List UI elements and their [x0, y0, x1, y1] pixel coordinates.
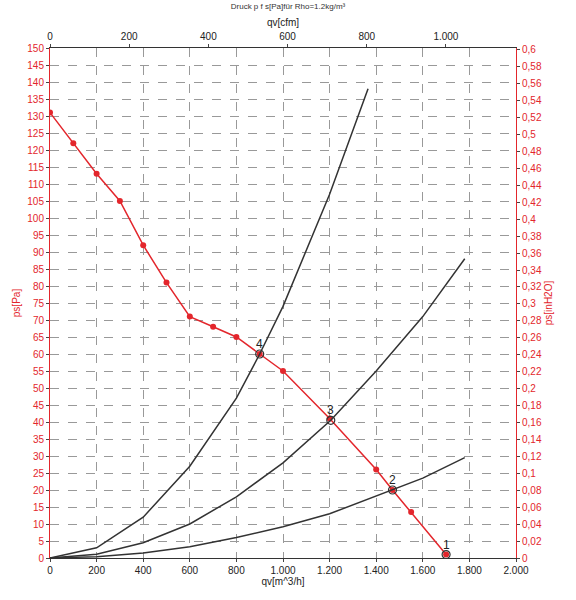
svg-text:1.800: 1.800 — [457, 565, 482, 576]
svg-text:50: 50 — [33, 383, 45, 394]
svg-text:0,16: 0,16 — [522, 417, 542, 428]
svg-text:70: 70 — [33, 315, 45, 326]
svg-text:0,22: 0,22 — [522, 366, 542, 377]
svg-text:40: 40 — [33, 417, 45, 428]
svg-text:0,32: 0,32 — [522, 281, 542, 292]
svg-text:0,2: 0,2 — [522, 383, 536, 394]
svg-text:100: 100 — [27, 213, 44, 224]
svg-text:0,42: 0,42 — [522, 197, 542, 208]
svg-text:Druck p f s[Pa]für Rho=1.2kg/m: Druck p f s[Pa]für Rho=1.2kg/m³ — [231, 2, 346, 11]
svg-text:140: 140 — [27, 77, 44, 88]
svg-text:60: 60 — [33, 349, 45, 360]
svg-text:200: 200 — [88, 565, 105, 576]
svg-text:0,34: 0,34 — [522, 265, 542, 276]
svg-text:75: 75 — [33, 298, 45, 309]
svg-text:0,36: 0,36 — [522, 248, 542, 259]
svg-text:35: 35 — [33, 434, 45, 445]
svg-text:10: 10 — [33, 519, 45, 530]
svg-text:150: 150 — [27, 43, 44, 54]
svg-text:135: 135 — [27, 94, 44, 105]
svg-text:25: 25 — [33, 468, 45, 479]
svg-text:0,3: 0,3 — [522, 298, 536, 309]
svg-text:qv[m^3/h]: qv[m^3/h] — [261, 576, 304, 587]
svg-text:0,1: 0,1 — [522, 468, 536, 479]
svg-text:15: 15 — [33, 502, 45, 513]
svg-text:45: 45 — [33, 400, 45, 411]
svg-text:0: 0 — [47, 31, 53, 42]
svg-text:95: 95 — [33, 230, 45, 241]
svg-text:55: 55 — [33, 366, 45, 377]
svg-text:0,24: 0,24 — [522, 349, 542, 360]
svg-text:0: 0 — [47, 565, 53, 576]
svg-text:0,48: 0,48 — [522, 146, 542, 157]
svg-text:400: 400 — [200, 31, 217, 42]
svg-text:65: 65 — [33, 332, 45, 343]
svg-text:0,08: 0,08 — [522, 485, 542, 496]
svg-text:0,12: 0,12 — [522, 451, 542, 462]
svg-text:0,54: 0,54 — [522, 95, 542, 106]
svg-text:90: 90 — [33, 247, 45, 258]
svg-text:0,52: 0,52 — [522, 112, 542, 123]
svg-text:0,06: 0,06 — [522, 502, 542, 513]
svg-text:0,5: 0,5 — [522, 129, 536, 140]
svg-text:0,44: 0,44 — [522, 180, 542, 191]
svg-text:0,58: 0,58 — [522, 61, 542, 72]
svg-text:80: 80 — [33, 281, 45, 292]
svg-text:4: 4 — [256, 337, 263, 351]
svg-text:800: 800 — [358, 31, 375, 42]
svg-text:20: 20 — [33, 485, 45, 496]
svg-text:0,6: 0,6 — [522, 44, 536, 55]
svg-text:600: 600 — [279, 31, 296, 42]
svg-text:1.200: 1.200 — [317, 565, 342, 576]
svg-text:85: 85 — [33, 264, 45, 275]
svg-text:2.000: 2.000 — [503, 565, 528, 576]
svg-text:0,46: 0,46 — [522, 163, 542, 174]
svg-text:400: 400 — [135, 565, 152, 576]
svg-text:0,26: 0,26 — [522, 332, 542, 343]
svg-text:1: 1 — [443, 538, 450, 552]
svg-text:120: 120 — [27, 145, 44, 156]
svg-text:0,28: 0,28 — [522, 315, 542, 326]
svg-text:1.600: 1.600 — [410, 565, 435, 576]
svg-text:3: 3 — [327, 403, 334, 417]
svg-text:2: 2 — [389, 473, 396, 487]
svg-text:200: 200 — [121, 31, 138, 42]
svg-text:1.000: 1.000 — [433, 31, 458, 42]
svg-text:105: 105 — [27, 196, 44, 207]
svg-text:ps[Pa]: ps[Pa] — [11, 289, 22, 318]
svg-text:130: 130 — [27, 111, 44, 122]
svg-text:800: 800 — [228, 565, 245, 576]
svg-text:30: 30 — [33, 451, 45, 462]
svg-text:0: 0 — [522, 553, 528, 564]
svg-text:0,02: 0,02 — [522, 536, 542, 547]
svg-text:1.000: 1.000 — [270, 565, 295, 576]
svg-text:0,04: 0,04 — [522, 519, 542, 530]
svg-text:145: 145 — [27, 60, 44, 71]
svg-text:115: 115 — [28, 162, 44, 173]
svg-text:0,38: 0,38 — [522, 231, 542, 242]
svg-text:0: 0 — [38, 553, 44, 564]
svg-text:ps[inH2O]: ps[inH2O] — [543, 281, 554, 326]
svg-text:5: 5 — [38, 536, 44, 547]
svg-text:0,56: 0,56 — [522, 78, 542, 89]
svg-text:0,18: 0,18 — [522, 400, 542, 411]
svg-text:1.400: 1.400 — [364, 565, 389, 576]
svg-text:110: 110 — [28, 179, 44, 190]
svg-text:0,4: 0,4 — [522, 214, 536, 225]
svg-text:600: 600 — [181, 565, 198, 576]
svg-text:125: 125 — [27, 128, 44, 139]
svg-text:qv[cfm]: qv[cfm] — [267, 17, 299, 28]
svg-text:0,14: 0,14 — [522, 434, 542, 445]
